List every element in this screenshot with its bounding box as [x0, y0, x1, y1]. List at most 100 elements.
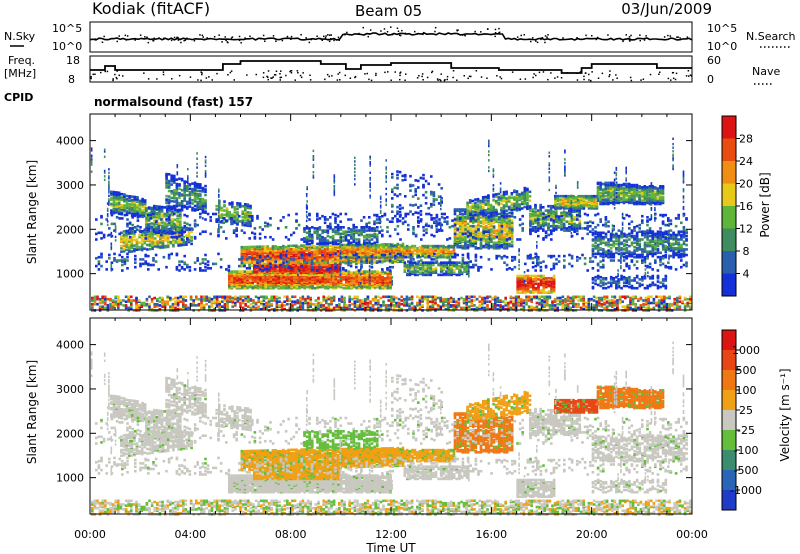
power-cell [171, 230, 174, 233]
nsearch-dot [177, 36, 179, 39]
power-cell [324, 283, 327, 287]
power-cell [442, 250, 445, 253]
nave-dot [162, 73, 165, 76]
power-cell [258, 271, 261, 274]
power-cell [300, 281, 304, 284]
nsearch-dot [547, 34, 549, 36]
power-cell [476, 203, 480, 206]
nsearch-dot [464, 34, 466, 37]
power-cell [334, 244, 337, 248]
nsearch-dot [206, 37, 208, 39]
power-cell [171, 222, 174, 226]
power-cell [168, 227, 172, 231]
power-cell [505, 190, 508, 194]
nave-dot [370, 79, 373, 82]
power-cell [453, 212, 457, 216]
power-cell [246, 206, 250, 210]
nave-dot [326, 73, 329, 76]
power-cell [173, 174, 176, 178]
nave-dot [439, 78, 441, 81]
power-cell [405, 244, 409, 248]
power-cell [165, 194, 168, 198]
power-cell [138, 248, 141, 251]
power-cell [251, 277, 254, 280]
power-cell [138, 201, 142, 205]
nave-dot [612, 79, 614, 81]
power-cell [411, 250, 414, 253]
power-cell [250, 245, 254, 249]
power-cell [492, 207, 495, 211]
power-cell [199, 197, 202, 201]
power-cell [555, 228, 558, 231]
power-cell [466, 222, 470, 226]
nsearch-dot [667, 34, 669, 37]
power-cell [439, 247, 443, 250]
power-cell [526, 196, 529, 199]
nave-dot [90, 76, 92, 78]
power-cell [565, 227, 568, 230]
power-cell [373, 261, 376, 264]
power-cell [135, 238, 139, 241]
power-cell [273, 271, 277, 274]
power-cell [164, 234, 167, 238]
power-cell [510, 221, 514, 225]
power-cell [505, 229, 509, 232]
power-cell [286, 271, 290, 274]
power-cell [143, 199, 147, 202]
power-cell [153, 229, 156, 232]
nsearch-dot [686, 36, 689, 38]
power-cell [385, 250, 388, 253]
nsearch-dot [153, 37, 155, 40]
power-cell [342, 275, 345, 279]
power-cell [492, 229, 496, 232]
power-cell [140, 243, 144, 246]
power-cell [385, 243, 388, 247]
nsearch-dot [218, 34, 220, 36]
power-cell [190, 230, 193, 233]
power-cell [178, 201, 181, 205]
nave-dot [436, 78, 439, 80]
power-cell [342, 286, 345, 290]
power-cell [120, 204, 124, 207]
power-cell [552, 217, 555, 220]
power-cell [238, 220, 242, 223]
power-cell [146, 243, 149, 247]
power-cell [295, 285, 299, 289]
nave-dot [200, 71, 202, 73]
power-cell [497, 244, 501, 248]
power-cell [323, 273, 326, 277]
power-cell [399, 243, 402, 247]
power-cell [515, 190, 519, 193]
power-cell [529, 209, 532, 212]
power-cell [128, 205, 131, 208]
power-cell [466, 217, 470, 220]
power-cell [276, 254, 280, 258]
power-cell [138, 209, 142, 213]
nsearch-dot [230, 37, 233, 39]
power-cell [244, 224, 247, 227]
power-cell [196, 202, 199, 206]
power-cell [390, 247, 393, 250]
power-cell [526, 202, 529, 205]
power-cell [444, 250, 448, 253]
nsearch-dot [677, 36, 679, 38]
nave-dot [468, 75, 471, 78]
power-cell [186, 193, 189, 197]
power-cell [464, 210, 467, 213]
power-cell [386, 270, 390, 273]
power-cell [193, 181, 197, 185]
nsearch-dot [456, 29, 458, 32]
power-cell [570, 219, 574, 222]
nsearch-label: N.Search [746, 30, 796, 43]
power-cell [474, 207, 477, 210]
power-cell [138, 233, 141, 237]
power-cell [173, 176, 176, 180]
power-cell [282, 253, 285, 257]
power-cell [539, 208, 542, 211]
nsearch-dot [179, 38, 182, 41]
nave-dot [588, 73, 590, 76]
power-cell [318, 249, 322, 252]
power-cell [537, 278, 540, 281]
nsearch-dot [344, 34, 346, 36]
nave-dot [443, 79, 446, 82]
